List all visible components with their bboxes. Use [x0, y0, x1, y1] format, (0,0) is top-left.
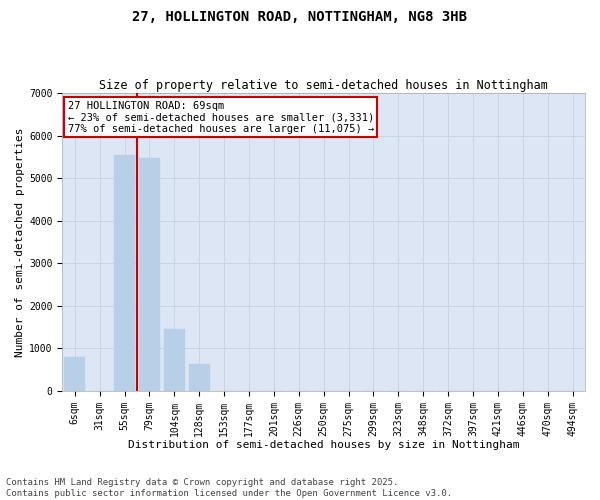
- Y-axis label: Number of semi-detached properties: Number of semi-detached properties: [15, 128, 25, 357]
- Bar: [164, 329, 185, 391]
- Bar: [64, 357, 85, 391]
- Text: 27 HOLLINGTON ROAD: 69sqm
← 23% of semi-detached houses are smaller (3,331)
77% : 27 HOLLINGTON ROAD: 69sqm ← 23% of semi-…: [68, 100, 374, 134]
- Bar: [114, 155, 135, 391]
- Text: 27, HOLLINGTON ROAD, NOTTINGHAM, NG8 3HB: 27, HOLLINGTON ROAD, NOTTINGHAM, NG8 3HB: [133, 10, 467, 24]
- Bar: [188, 364, 210, 391]
- Title: Size of property relative to semi-detached houses in Nottingham: Size of property relative to semi-detach…: [99, 79, 548, 92]
- X-axis label: Distribution of semi-detached houses by size in Nottingham: Distribution of semi-detached houses by …: [128, 440, 520, 450]
- Text: Contains HM Land Registry data © Crown copyright and database right 2025.
Contai: Contains HM Land Registry data © Crown c…: [6, 478, 452, 498]
- Bar: [139, 158, 160, 391]
